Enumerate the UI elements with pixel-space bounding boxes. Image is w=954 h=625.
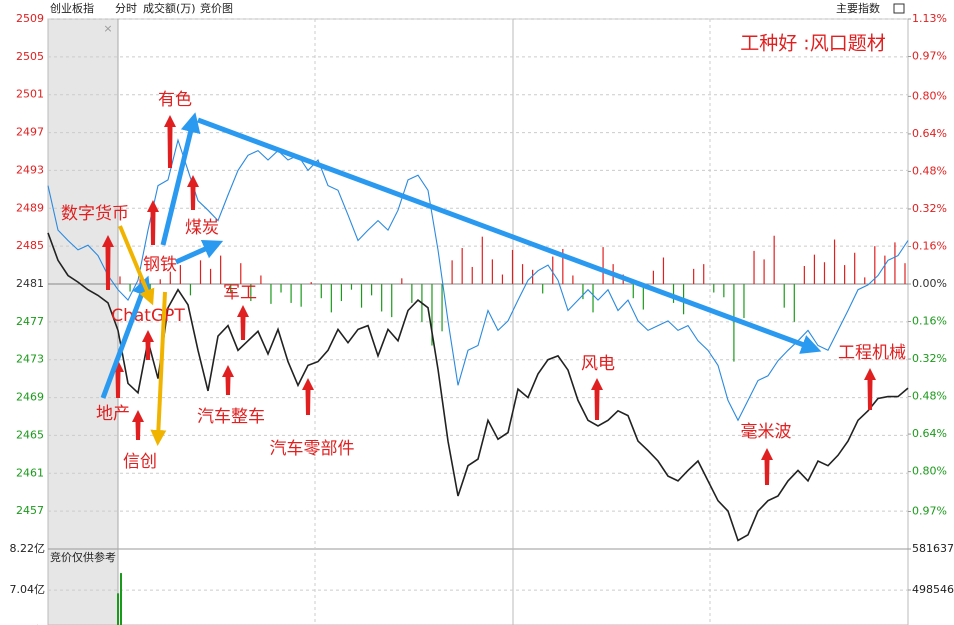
volume-tick-label: 7.04亿 — [10, 583, 46, 596]
y2-tick-label: 0.80% — [912, 465, 947, 478]
trend-arrow — [100, 275, 151, 399]
annotation: 风电 — [581, 354, 615, 374]
annotation: 信创 — [123, 452, 157, 472]
volume-y2-tick-label: 498546 — [912, 583, 954, 596]
volume-y2-tick-label: 581637 — [912, 542, 954, 555]
y-tick-label: 2489 — [16, 201, 44, 214]
header-index: 创业板指 — [50, 1, 94, 15]
up-arrow — [761, 448, 773, 485]
y2-tick-label: 0.64% — [912, 127, 947, 140]
up-arrow — [102, 235, 114, 290]
panel-icon[interactable] — [893, 3, 905, 14]
annotation: 钢铁 — [143, 255, 177, 275]
y2-tick-label: 0.16% — [912, 315, 947, 328]
annotation: 军工 — [223, 283, 257, 303]
up-arrow — [132, 410, 144, 440]
y2-tick-label: 0.97% — [912, 504, 947, 517]
y2-tick-label: 0.48% — [912, 390, 947, 403]
up-arrow — [147, 200, 159, 245]
header-right[interactable]: 主要指数 — [836, 1, 880, 15]
y-tick-label: 2497 — [16, 126, 44, 139]
close-icon[interactable]: × — [103, 22, 112, 35]
y-tick-label: 2509 — [16, 12, 44, 25]
price-line — [47, 232, 909, 542]
annotation: 毫米波 — [741, 422, 792, 442]
annotation: 汽车零部件 — [270, 439, 355, 459]
annotation: 汽车整车 — [197, 407, 265, 427]
y2-tick-label: 0.48% — [912, 164, 947, 177]
annotation: 数字货币 — [61, 204, 129, 224]
y-tick-label: 2505 — [16, 50, 44, 63]
y2-tick-label: 0.32% — [912, 352, 947, 365]
trend-arrow — [197, 117, 822, 354]
annotation: 工程机械 — [838, 343, 906, 363]
y-tick-label: 2481 — [16, 277, 44, 290]
y-tick-label: 2461 — [16, 466, 44, 479]
up-arrow — [142, 330, 154, 360]
y2-tick-label: 0.97% — [912, 50, 947, 63]
up-arrow — [187, 175, 199, 210]
y-tick-label: 2485 — [16, 239, 44, 252]
up-arrow — [222, 365, 234, 395]
up-arrow — [164, 115, 176, 168]
y2-tick-label: 0.64% — [912, 427, 947, 440]
auction-area — [48, 19, 118, 625]
y2-tick-label: 0.32% — [912, 202, 947, 215]
header-tab[interactable]: 成交额(万) — [143, 1, 196, 15]
y2-tick-label: 0.80% — [912, 89, 947, 102]
annotation: 地产 — [96, 404, 130, 424]
chart-title: 工种好 :风口题材 — [740, 33, 885, 55]
y-tick-label: 2465 — [16, 428, 44, 441]
y-tick-label: 2501 — [16, 88, 44, 101]
up-arrow — [591, 378, 603, 420]
annotation: 煤炭 — [185, 218, 219, 238]
y-tick-label: 2457 — [16, 504, 44, 517]
up-arrow — [864, 368, 876, 410]
header-tab[interactable]: 竞价图 — [200, 1, 233, 15]
header-tab[interactable]: 分时 — [115, 2, 137, 15]
y-tick-label: 2469 — [16, 391, 44, 404]
y-tick-label: 2493 — [16, 163, 44, 176]
y-tick-label: 2473 — [16, 353, 44, 366]
trend-arrow — [118, 225, 155, 306]
auction-note: 竞价仅供参考 — [50, 550, 116, 564]
y2-tick-label: 0.16% — [912, 239, 947, 252]
trend-arrow — [150, 291, 167, 446]
up-arrow — [302, 378, 314, 415]
y2-tick-label: 1.13% — [912, 12, 947, 25]
annotation: ChatGPT — [111, 306, 185, 326]
up-arrow — [237, 305, 249, 340]
y2-tick-label: 0.00% — [912, 277, 947, 290]
annotation: 有色 — [158, 90, 192, 110]
trend-arrow — [160, 112, 201, 246]
trend-arrow — [174, 239, 224, 265]
volume-tick-label: 8.22亿 — [10, 542, 46, 555]
y-tick-label: 2477 — [16, 315, 44, 328]
